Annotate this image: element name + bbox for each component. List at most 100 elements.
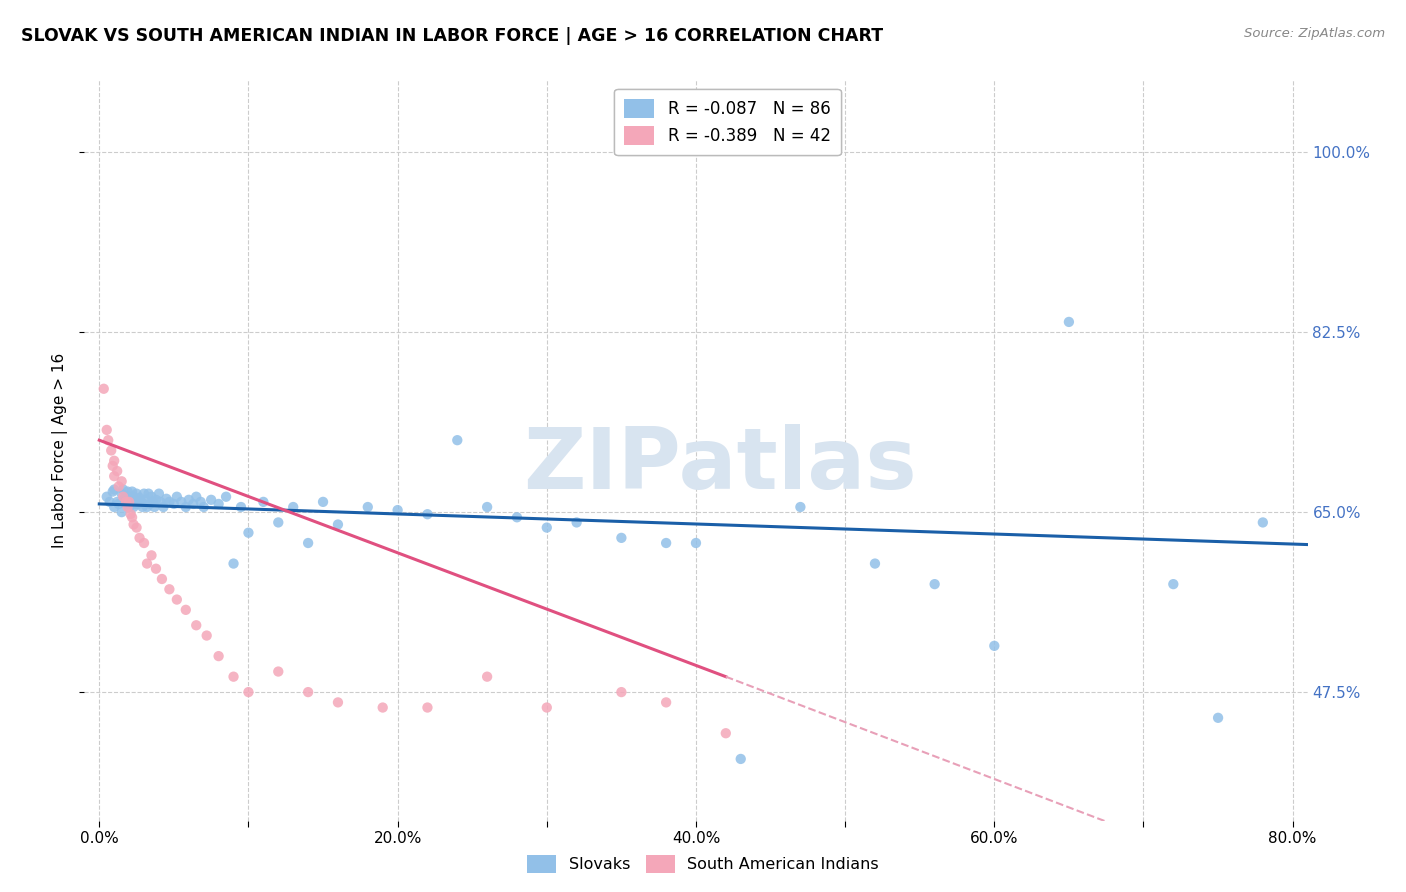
Point: [155, 491, 177, 506]
Point: [114, 491, 136, 506]
Point: [475, 670, 498, 684]
Point: [326, 695, 349, 709]
Point: [118, 500, 141, 514]
Point: [121, 492, 143, 507]
Point: [371, 700, 394, 714]
Point: [655, 536, 678, 550]
Point: [115, 497, 138, 511]
Point: [121, 510, 143, 524]
Point: [170, 495, 193, 509]
Point: [655, 695, 678, 709]
Point: [122, 500, 145, 514]
Y-axis label: In Labor Force | Age > 16: In Labor Force | Age > 16: [52, 353, 69, 548]
Point: [131, 500, 153, 514]
Point: [122, 490, 145, 504]
Point: [145, 492, 167, 507]
Text: Source: ZipAtlas.com: Source: ZipAtlas.com: [1244, 27, 1385, 40]
Point: [112, 483, 135, 497]
Point: [685, 536, 707, 550]
Point: [128, 491, 150, 505]
Point: [105, 495, 128, 509]
Point: [610, 531, 633, 545]
Point: [229, 500, 252, 514]
Point: [100, 443, 122, 458]
Point: [152, 500, 174, 514]
Point: [181, 497, 204, 511]
Point: [107, 479, 129, 493]
Legend: Slovaks, South American Indians: Slovaks, South American Indians: [520, 848, 886, 880]
Point: [149, 495, 172, 509]
Point: [141, 549, 163, 563]
Point: [135, 492, 157, 507]
Point: [101, 458, 124, 473]
Point: [157, 582, 180, 597]
Point: [124, 497, 146, 511]
Point: [118, 490, 141, 504]
Point: [148, 486, 170, 500]
Point: [200, 492, 222, 507]
Point: [506, 510, 529, 524]
Point: [536, 700, 558, 714]
Point: [121, 484, 143, 499]
Point: [174, 500, 197, 514]
Point: [111, 486, 134, 500]
Point: [93, 382, 115, 396]
Point: [416, 507, 439, 521]
Point: [132, 536, 155, 550]
Point: [863, 557, 886, 571]
Point: [103, 454, 125, 468]
Point: [924, 577, 946, 591]
Text: SLOVAK VS SOUTH AMERICAN INDIAN IN LABOR FORCE | AGE > 16 CORRELATION CHART: SLOVAK VS SOUTH AMERICAN INDIAN IN LABOR…: [21, 27, 883, 45]
Point: [128, 531, 150, 545]
Point: [186, 490, 208, 504]
Point: [177, 492, 200, 507]
Point: [129, 495, 152, 509]
Point: [111, 475, 134, 489]
Point: [983, 639, 1005, 653]
Point: [267, 665, 290, 679]
Point: [207, 649, 229, 664]
Point: [125, 495, 148, 509]
Point: [222, 670, 245, 684]
Point: [125, 486, 148, 500]
Point: [120, 507, 142, 521]
Point: [166, 490, 188, 504]
Point: [118, 495, 141, 509]
Point: [138, 486, 160, 500]
Point: [103, 500, 125, 514]
Point: [132, 497, 155, 511]
Point: [117, 484, 139, 499]
Point: [789, 500, 811, 514]
Point: [122, 517, 145, 532]
Point: [416, 700, 439, 714]
Point: [103, 483, 125, 497]
Point: [387, 503, 409, 517]
Point: [186, 618, 208, 632]
Point: [145, 562, 167, 576]
Point: [267, 516, 290, 530]
Point: [101, 484, 124, 499]
Point: [1312, 557, 1334, 571]
Point: [222, 557, 245, 571]
Point: [1163, 577, 1185, 591]
Point: [536, 520, 558, 534]
Point: [195, 628, 218, 642]
Point: [1057, 315, 1080, 329]
Text: ZIPatlas: ZIPatlas: [523, 424, 917, 507]
Point: [174, 603, 197, 617]
Point: [132, 486, 155, 500]
Point: [166, 592, 188, 607]
Point: [312, 495, 335, 509]
Point: [142, 495, 165, 509]
Point: [1251, 516, 1274, 530]
Point: [107, 497, 129, 511]
Point: [446, 433, 468, 447]
Point: [238, 685, 260, 699]
Point: [163, 497, 186, 511]
Point: [136, 500, 159, 514]
Point: [136, 557, 159, 571]
Point: [730, 752, 752, 766]
Point: [96, 490, 118, 504]
Point: [111, 505, 134, 519]
Point: [190, 495, 212, 509]
